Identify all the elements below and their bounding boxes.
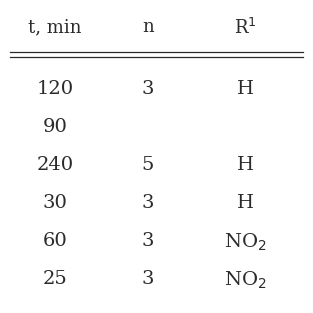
- Text: H: H: [237, 194, 254, 212]
- Text: NO$_2$: NO$_2$: [224, 232, 266, 253]
- Text: t, min: t, min: [28, 18, 82, 36]
- Text: 3: 3: [142, 232, 154, 250]
- Text: 120: 120: [36, 80, 74, 98]
- Text: 90: 90: [43, 118, 67, 136]
- Text: NO$_2$: NO$_2$: [224, 270, 266, 291]
- Text: 240: 240: [36, 156, 74, 174]
- Text: 3: 3: [142, 270, 154, 288]
- Text: 5: 5: [142, 156, 154, 174]
- Text: R$^{1}$: R$^{1}$: [234, 18, 256, 38]
- Text: 30: 30: [43, 194, 67, 212]
- Text: 60: 60: [43, 232, 67, 250]
- Text: 3: 3: [142, 194, 154, 212]
- Text: H: H: [237, 80, 254, 98]
- Text: n: n: [142, 18, 154, 36]
- Text: 3: 3: [142, 80, 154, 98]
- Text: 25: 25: [43, 270, 67, 288]
- Text: H: H: [237, 156, 254, 174]
